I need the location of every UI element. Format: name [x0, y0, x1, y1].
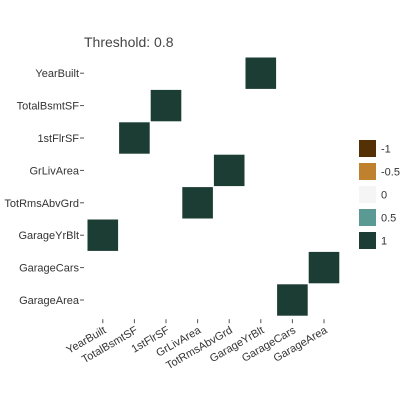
legend-label--0-5: -0.5 — [381, 167, 400, 179]
y-tick-label-garageyrblt: GarageYrBlt — [18, 230, 79, 242]
x-axis: YearBuiltTotalBsmtSF1stFlrSFGrLivAreaTot… — [65, 319, 330, 372]
y-tick-label-totalbsmtsf: TotalBsmtSF — [17, 101, 80, 113]
legend-label-0: 0 — [381, 190, 387, 202]
legend-label-1: 1 — [381, 236, 387, 248]
heatmap-cell-yearbuilt-garageyrblt — [245, 57, 277, 89]
y-tick-label-garagearea: GarageArea — [19, 295, 80, 307]
y-tick-label-garagecars: GarageCars — [19, 263, 79, 275]
y-tick-label-1stflrsf: 1stFlrSF — [37, 133, 79, 145]
heatmap-cell-garagecars-garagearea — [308, 251, 340, 284]
legend-swatch-1 — [359, 232, 376, 249]
legend-label--1: -1 — [381, 144, 391, 156]
chart-title: Threshold: 0.8 — [84, 34, 174, 50]
legend-swatch-0-5 — [359, 209, 376, 226]
heatmap-cell-garageyrblt-yearbuilt — [87, 219, 119, 251]
heatmap-cells — [87, 57, 340, 316]
color-legend: -1 -0.5 0 0.5 1 — [359, 140, 400, 249]
y-tick-label-grlivarea: GrLivArea — [29, 165, 79, 177]
legend-swatch--0-5 — [359, 163, 376, 180]
y-tick-label-totrmsabvgrd: TotRmsAbvGrd — [4, 198, 79, 210]
heatmap-cell-1stflrsf-totalbsmtsf — [119, 122, 150, 154]
legend-label-0-5: 0.5 — [381, 213, 396, 225]
heatmap-cell-totalbsmtsf-1stflrsf — [150, 89, 182, 122]
y-tick-label-yearbuilt: YearBuilt — [35, 68, 79, 80]
y-axis: YearBuilt TotalBsmtSF 1stFlrSF GrLivArea Tot… — [4, 68, 84, 307]
heatmap-cell-grlivarea-totrmsabvgrd — [213, 154, 245, 187]
heatmap-cell-garagearea-garagecars — [277, 284, 308, 316]
heatmap-cell-totrmsabvgrd-grlivarea — [182, 187, 213, 219]
legend-swatch--1 — [359, 140, 376, 157]
legend-swatch-0 — [359, 186, 376, 203]
